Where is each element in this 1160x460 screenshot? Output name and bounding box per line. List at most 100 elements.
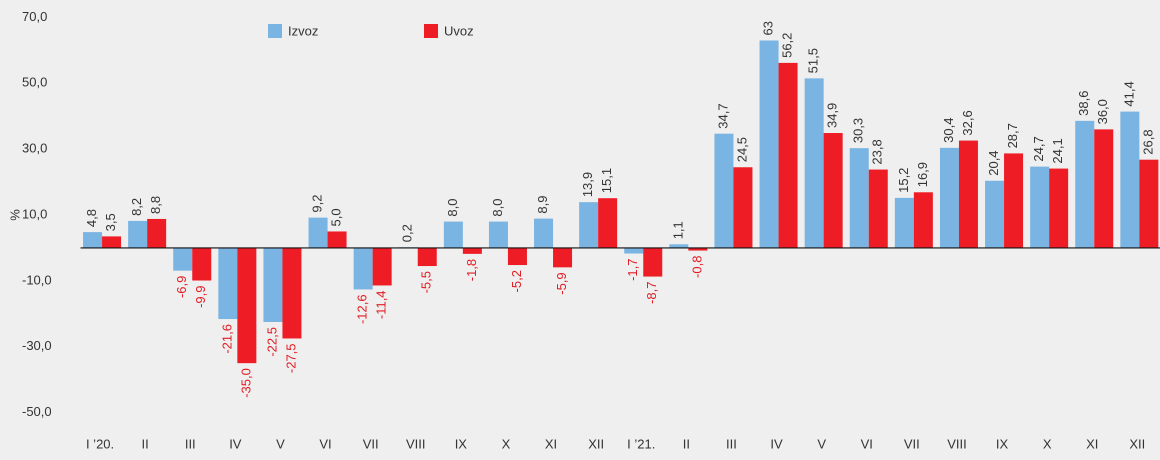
value-label: -0,8 [689, 256, 704, 278]
x-tick-label: II [142, 436, 149, 451]
x-tick-label: VII [904, 436, 920, 451]
y-tick-label: 30,0 [22, 141, 47, 156]
value-label: 30,3 [851, 118, 866, 143]
bar [579, 202, 599, 248]
x-tick-label: VI [861, 436, 873, 451]
x-tick-label: XII [1129, 436, 1145, 451]
bar [688, 247, 708, 251]
x-tick-label: IX [996, 436, 1009, 451]
x-tick-label: V [276, 436, 285, 451]
bar [308, 217, 328, 248]
value-label: 30,4 [941, 118, 956, 143]
x-tick-label: VII [363, 436, 379, 451]
value-label: 24,1 [1050, 138, 1065, 163]
value-label: -6,9 [174, 276, 189, 298]
value-label: 13,9 [580, 172, 595, 197]
bar [733, 167, 753, 248]
value-label: 34,9 [825, 103, 840, 128]
bar [1139, 159, 1159, 248]
bar [417, 247, 437, 267]
x-tick-label: IV [770, 436, 783, 451]
value-label: 5,0 [328, 208, 343, 226]
bar [849, 148, 869, 248]
legend-label: Izvoz [288, 23, 318, 38]
value-label: 28,7 [1005, 123, 1020, 148]
y-axis-label: % [7, 209, 22, 221]
value-label: 8,2 [129, 198, 144, 216]
bar [192, 247, 212, 281]
x-tick-label: X [1043, 436, 1052, 451]
value-label: -5,9 [554, 272, 569, 294]
value-label: 16,9 [915, 162, 930, 187]
bar [823, 133, 843, 248]
y-tick-label: 50,0 [22, 75, 47, 90]
value-label: -27,5 [283, 343, 298, 373]
value-label: -35,0 [238, 368, 253, 398]
value-label: -21,6 [219, 324, 234, 354]
x-tick-label: II [683, 436, 690, 451]
value-label: 8,0 [490, 199, 505, 217]
x-tick-label: XI [545, 436, 557, 451]
bar [624, 247, 644, 254]
x-tick-label: VIII [406, 436, 426, 451]
bar [147, 218, 167, 248]
x-tick-label: V [817, 436, 826, 451]
bar [443, 221, 463, 248]
bar [868, 169, 888, 248]
bar [263, 247, 283, 322]
bar [218, 247, 238, 320]
bar [1030, 166, 1050, 248]
bar [102, 236, 122, 248]
bar [759, 40, 779, 248]
bar [507, 247, 527, 266]
bar [173, 247, 193, 271]
legend-swatch [268, 24, 282, 38]
y-tick-label: -10,0 [22, 272, 52, 287]
bar [1075, 120, 1095, 248]
y-tick-label: 70,0 [22, 9, 47, 24]
value-label: 24,5 [734, 137, 749, 162]
bar [1120, 111, 1140, 248]
y-tick-label: -30,0 [22, 338, 52, 353]
value-label: 20,4 [986, 150, 1001, 175]
x-tick-label: XII [588, 436, 604, 451]
value-label: 63 [760, 21, 775, 35]
value-label: 24,7 [1031, 136, 1046, 161]
bar [1094, 129, 1114, 248]
value-label: 26,8 [1140, 129, 1155, 154]
x-tick-label: I ’20. [86, 436, 114, 451]
value-label: -8,7 [644, 282, 659, 304]
value-label: 32,6 [960, 110, 975, 135]
x-tick-label: IX [455, 436, 468, 451]
value-label: 3,5 [103, 213, 118, 231]
value-label: 15,1 [599, 168, 614, 193]
bar [372, 247, 392, 286]
value-label: 9,2 [309, 195, 324, 213]
bar [894, 197, 914, 248]
value-label: -5,2 [509, 270, 524, 292]
bar [282, 247, 302, 339]
bar [939, 147, 959, 248]
x-tick-label: IV [229, 436, 242, 451]
bar [327, 231, 347, 248]
value-label: -11,4 [374, 290, 389, 319]
value-label: 4,8 [84, 209, 99, 227]
y-tick-label: 10,0 [22, 206, 47, 221]
value-label: -22,5 [264, 327, 279, 357]
x-tick-label: I ’21. [627, 436, 655, 451]
x-tick-label: III [726, 436, 737, 451]
value-label: 41,4 [1121, 81, 1136, 106]
value-label: 1,1 [670, 221, 685, 239]
y-tick-label: -50,0 [22, 404, 52, 419]
x-tick-label: XI [1086, 436, 1098, 451]
value-label: -5,5 [419, 271, 434, 293]
legend-label: Uvoz [444, 23, 474, 38]
legend-swatch [424, 24, 438, 38]
bar [353, 247, 373, 290]
bar [778, 62, 798, 248]
bar [1049, 168, 1069, 248]
bar [534, 218, 554, 248]
value-label: 56,2 [779, 33, 794, 58]
value-label: 23,8 [870, 139, 885, 164]
value-label: 15,2 [896, 168, 911, 193]
